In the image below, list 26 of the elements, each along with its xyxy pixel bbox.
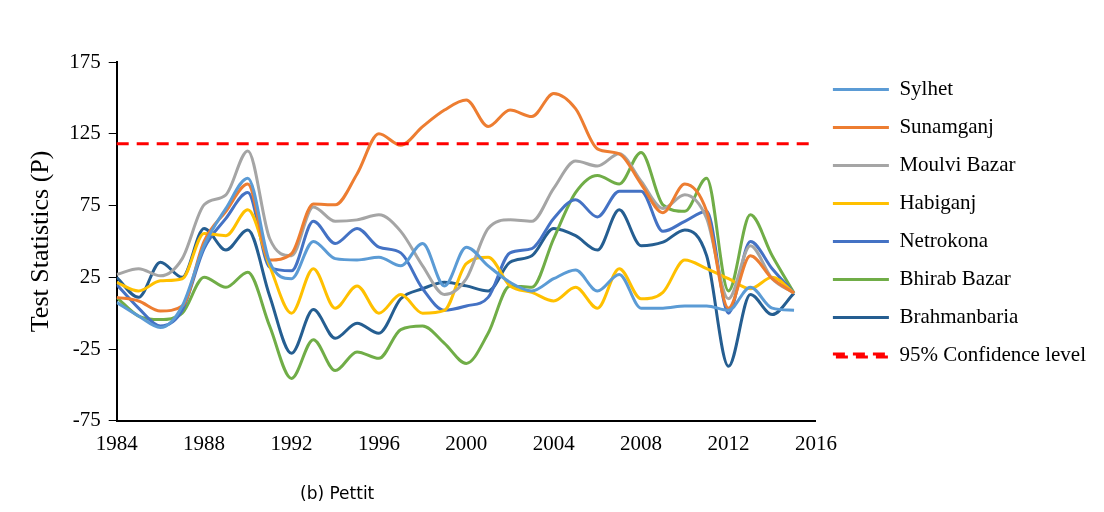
y-axis-title: Test Statistics (P) bbox=[25, 150, 55, 333]
y-tick-label: 75 bbox=[79, 192, 101, 217]
x-tick-label: 2012 bbox=[707, 430, 750, 455]
y-tick-label: -25 bbox=[72, 335, 101, 360]
y-tick-label: 125 bbox=[69, 120, 101, 145]
legend-label: 95% Confidence level bbox=[899, 342, 1087, 367]
x-tick-label: 1996 bbox=[357, 430, 400, 455]
x-tick-label: 2008 bbox=[620, 430, 663, 455]
legend-label: Netrokona bbox=[899, 228, 989, 253]
line-series bbox=[116, 150, 796, 380]
legend-label: Moulvi Bazar bbox=[899, 152, 1016, 177]
legend-label: Sylhet bbox=[899, 76, 954, 101]
legend-label: Bhirab Bazar bbox=[899, 266, 1011, 291]
y-tick-label: 175 bbox=[69, 48, 101, 73]
y-tick-label: -75 bbox=[72, 407, 101, 432]
legend-label: Brahmanbaria bbox=[899, 304, 1020, 329]
x-tick-label: 2000 bbox=[445, 430, 488, 455]
x-tick-label: 1984 bbox=[95, 430, 139, 455]
x-tick-label: 1992 bbox=[270, 430, 313, 455]
legend-label: Habiganj bbox=[899, 190, 977, 215]
x-tick-label: 2016 bbox=[794, 430, 837, 455]
y-tick-label: 25 bbox=[79, 263, 101, 288]
legend-label: Sunamganj bbox=[899, 114, 994, 139]
text: (b) Pettit bbox=[300, 483, 375, 503]
x-tick-label: 2004 bbox=[532, 430, 576, 455]
x-tick-label: 1988 bbox=[183, 430, 226, 455]
